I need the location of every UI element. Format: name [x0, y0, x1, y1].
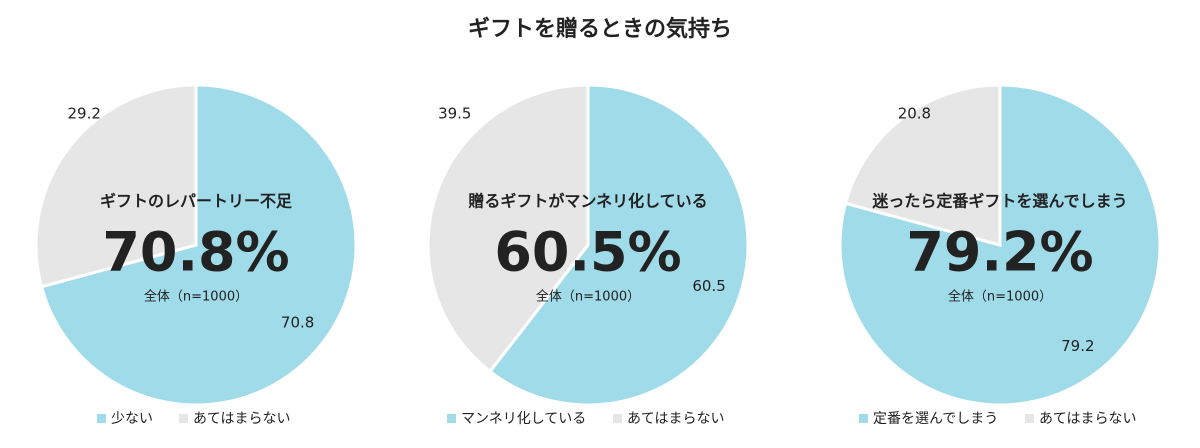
- legend-swatch: [1025, 414, 1034, 423]
- legend-label: 定番を選んでしまう: [873, 411, 998, 427]
- legend-swatch: [447, 414, 456, 423]
- pie-subtitle: 贈るギフトがマンネリ化している: [468, 192, 707, 211]
- pie-subtitle: 迷ったら定番ギフトを選んでしまう: [871, 192, 1127, 211]
- data-label: 70.8: [281, 313, 314, 331]
- legend-swatch: [859, 414, 868, 423]
- pie-subtitle: ギフトのレパートリー不足: [100, 192, 293, 211]
- legend-swatch: [613, 414, 622, 423]
- headline: 70.8%: [102, 221, 289, 284]
- legend-swatch: [97, 414, 106, 423]
- pie-slice: [34, 83, 198, 289]
- legend-label: あてはまらない: [627, 411, 724, 427]
- note: 全体（n=1000）: [948, 289, 1052, 305]
- data-label: 39.5: [438, 104, 471, 122]
- legend-swatch: [179, 414, 188, 423]
- data-label: 20.8: [898, 104, 931, 122]
- legend-label: マンネリ化している: [461, 411, 586, 427]
- legend-label: あてはまらない: [193, 411, 290, 427]
- data-label: 29.2: [68, 104, 101, 122]
- pie-slice: [487, 83, 750, 407]
- note: 全体（n=1000）: [144, 289, 248, 305]
- legend-label: あてはまらない: [1039, 411, 1136, 427]
- headline: 60.5%: [494, 221, 681, 284]
- data-label: 60.5: [692, 277, 725, 295]
- pie-slice: [426, 83, 590, 374]
- pie-slice: [843, 83, 1002, 247]
- pie-slice: [39, 83, 358, 407]
- note: 全体（n=1000）: [536, 289, 640, 305]
- headline: 79.2%: [906, 221, 1093, 284]
- data-label: 79.2: [1061, 337, 1094, 355]
- legend-label: 少ない: [111, 411, 153, 427]
- chart-title: ギフトを贈るときの気持ち: [468, 16, 732, 42]
